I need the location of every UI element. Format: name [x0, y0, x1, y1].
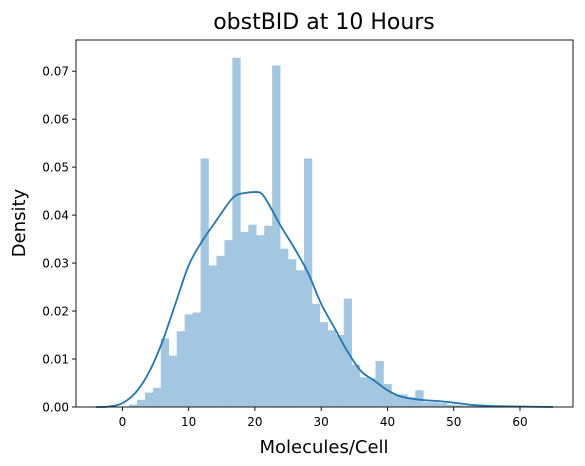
histogram-bar [208, 265, 217, 407]
y-tick-label: 0.07 [42, 65, 69, 79]
histogram-bar [383, 383, 392, 407]
y-tick-label: 0.05 [42, 161, 69, 175]
x-tick-label: 50 [446, 415, 461, 429]
y-tick-label: 0.02 [42, 305, 69, 319]
histogram-bar [367, 378, 376, 407]
y-tick-label: 0.03 [42, 257, 69, 271]
histogram-bar [351, 364, 360, 407]
histogram-bar [232, 57, 241, 407]
histogram-bar [192, 312, 201, 407]
histogram-bar [327, 330, 337, 407]
histogram-bar [311, 303, 321, 407]
histogram-bar [152, 387, 162, 407]
histogram-bar [423, 402, 432, 407]
histogram-bar [248, 224, 257, 407]
x-axis: 0 10 20 30 40 50 60 [119, 407, 528, 429]
histogram-bar [168, 355, 178, 407]
x-tick-label: 20 [247, 415, 262, 429]
y-tick-label: 0.04 [42, 209, 69, 223]
x-tick-label: 0 [119, 415, 127, 429]
histogram-bar [129, 404, 138, 407]
histogram-bar [240, 231, 249, 407]
histogram-bar [470, 406, 480, 407]
histogram-bar [200, 158, 209, 407]
histogram-bar [399, 394, 408, 407]
x-axis-label: Molecules/Cell [259, 437, 388, 458]
kde-curve [95, 191, 554, 408]
histogram-bar [160, 338, 170, 407]
histogram-bar [176, 331, 185, 407]
histogram-bar [431, 402, 440, 407]
x-tick-label: 30 [314, 415, 329, 429]
histogram-bar [439, 403, 448, 407]
histogram-bar [136, 399, 146, 407]
histogram-bar [415, 390, 424, 407]
histogram-bar [303, 158, 313, 407]
histogram-bar [272, 65, 281, 408]
histogram-bar [280, 248, 289, 407]
histogram-bar [463, 405, 472, 407]
y-axis-label: Density [9, 188, 30, 257]
x-tick-label: 40 [380, 415, 395, 429]
y-tick-label: 0.01 [42, 353, 69, 367]
chart-title: obstBID at 10 Hours [213, 10, 435, 35]
x-tick-label: 60 [512, 415, 527, 429]
histogram-bar [296, 270, 305, 407]
plot-frame [75, 39, 574, 408]
histogram-bars [129, 57, 480, 408]
histogram-bar [455, 405, 464, 407]
y-tick-label: 0.06 [42, 113, 69, 127]
histogram-bar [447, 404, 456, 407]
histogram-bar [184, 314, 193, 407]
y-tick-label: 0.00 [42, 401, 69, 415]
histogram-bar [144, 392, 154, 407]
histogram-bar [407, 397, 416, 407]
y-axis: 0.00 0.01 0.02 0.03 0.04 0.05 0.06 0.07 [42, 65, 76, 415]
x-tick-label: 10 [181, 415, 196, 429]
histogram-bar [264, 225, 273, 407]
histogram-bar [359, 377, 368, 407]
kde-line [95, 191, 554, 408]
histogram-bar [216, 255, 225, 407]
histogram-bar [256, 235, 265, 407]
histogram-bar [335, 335, 345, 407]
histogram-bar [288, 259, 297, 407]
histogram-bar [319, 322, 329, 407]
histogram-bar [391, 394, 400, 407]
histogram-bar [224, 240, 233, 407]
